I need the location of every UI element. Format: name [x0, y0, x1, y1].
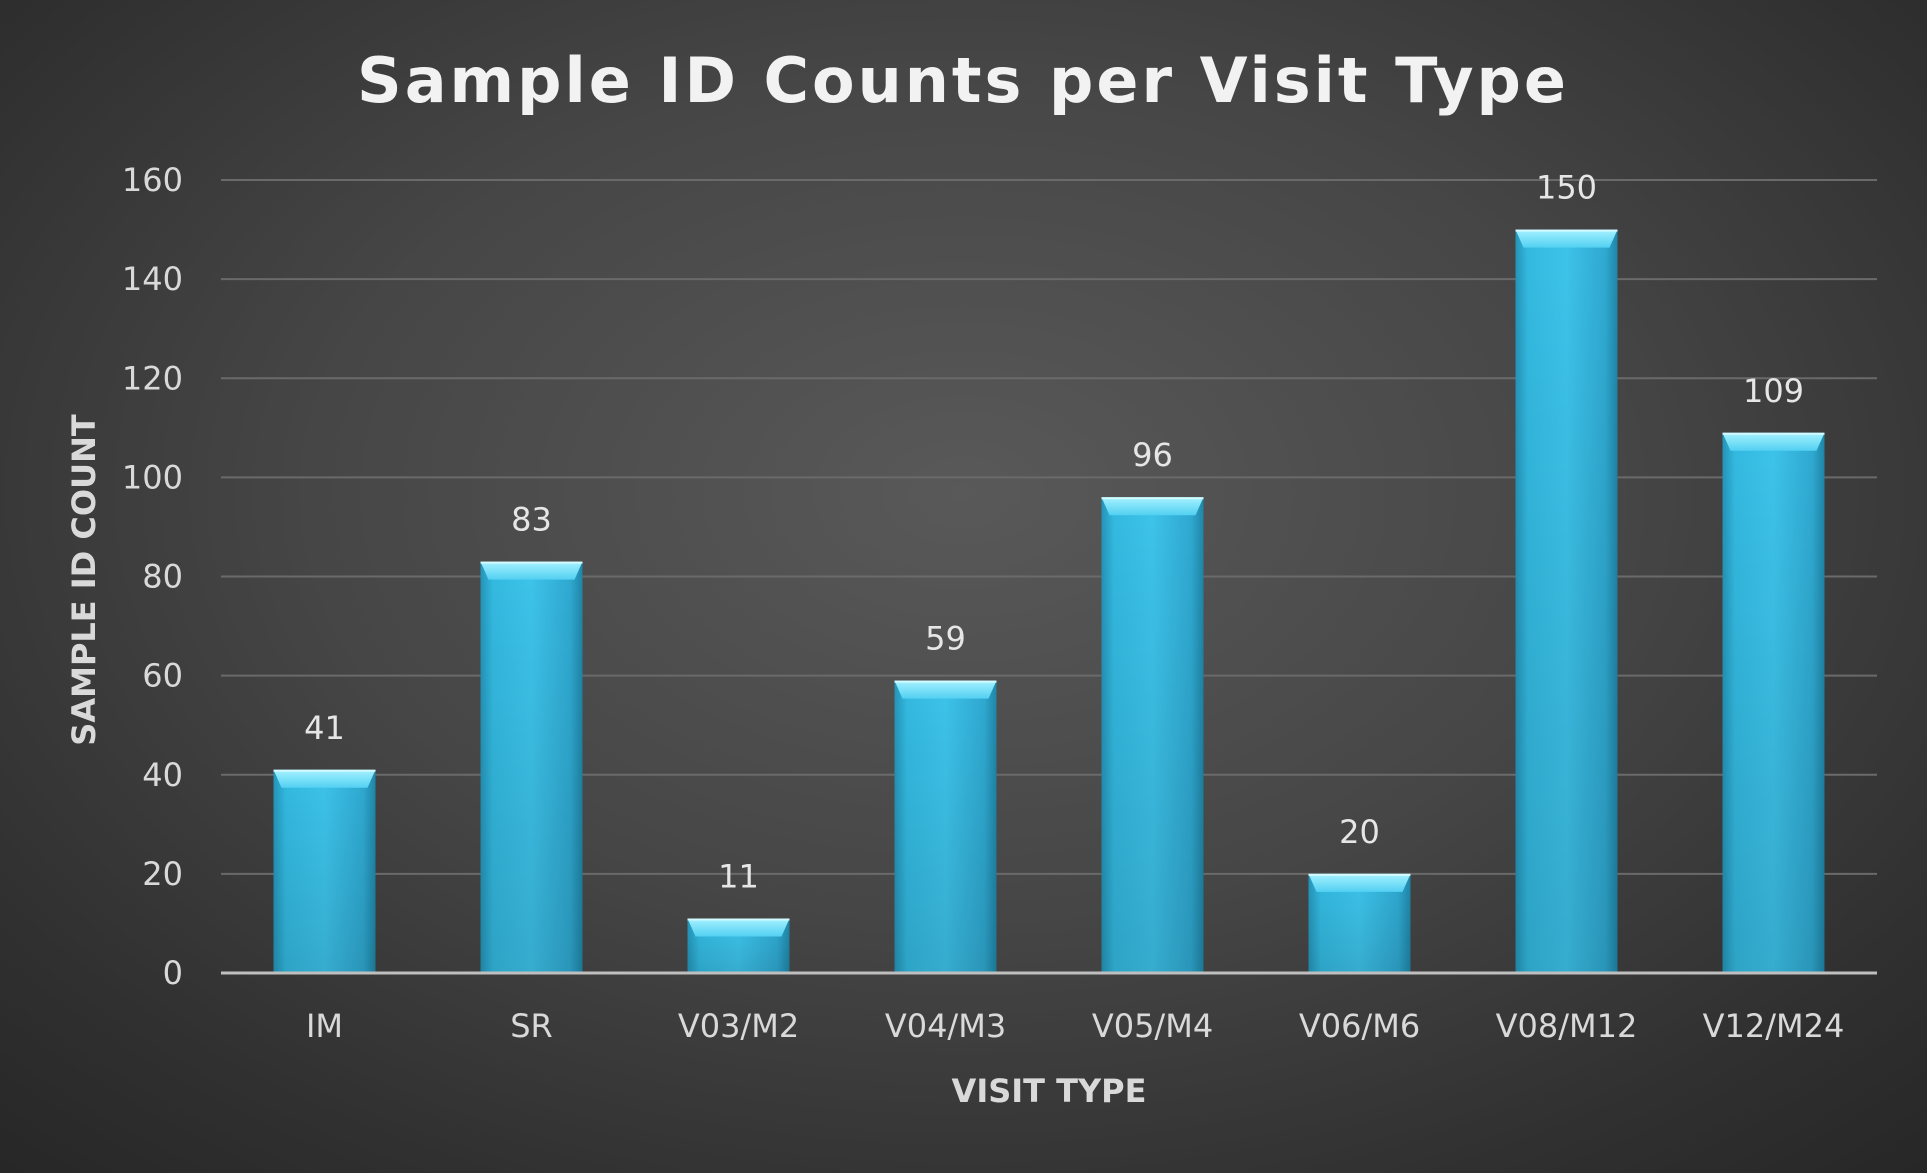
- bars: [273, 229, 1825, 973]
- y-axis-title: SAMPLE ID COUNT: [65, 414, 103, 746]
- data-label: 150: [1536, 169, 1597, 207]
- bar-top-bevel: [1722, 432, 1825, 451]
- y-tick-label: 100: [122, 458, 183, 496]
- gridlines: [221, 179, 1877, 875]
- y-tick-label: 40: [142, 756, 183, 794]
- x-axis-title: VISIT TYPE: [952, 1072, 1147, 1110]
- y-tick-label: 60: [142, 657, 183, 695]
- bar: [894, 680, 997, 973]
- bar-shade: [480, 561, 583, 973]
- x-tick-label: SR: [510, 1007, 553, 1045]
- x-tick-label: V03/M2: [678, 1007, 799, 1045]
- data-label: 11: [718, 857, 759, 895]
- bar: [1515, 229, 1618, 973]
- x-tick-label: V05/M4: [1092, 1007, 1213, 1045]
- bar-shade: [894, 680, 997, 973]
- bar-shade: [1515, 229, 1618, 973]
- x-tick-label: IM: [306, 1007, 343, 1045]
- data-label: 83: [511, 501, 552, 539]
- x-tick-label: V04/M3: [885, 1007, 1006, 1045]
- x-tick-label: V08/M12: [1496, 1007, 1638, 1045]
- data-label: 96: [1132, 436, 1173, 474]
- y-tick-label: 120: [122, 359, 183, 397]
- bar-top-bevel: [1308, 873, 1411, 892]
- bar-top-bevel: [273, 769, 376, 788]
- bar-top-bevel: [894, 680, 997, 699]
- data-labels: 41 83 11 59 96 20 150 109: [304, 169, 1804, 896]
- y-tick-label: 140: [122, 260, 183, 298]
- y-tick-label: 0: [163, 954, 183, 992]
- bar-top-bevel: [687, 918, 790, 937]
- data-label: 109: [1743, 372, 1804, 410]
- bar: [1722, 432, 1825, 973]
- x-tick-label: V06/M6: [1299, 1007, 1420, 1045]
- bar-shade: [1101, 497, 1204, 973]
- bar: [273, 769, 376, 973]
- x-axis-ticks: IM SR V03/M2 V04/M3 V05/M4 V06/M6 V08/M12 V12/M…: [306, 1007, 1844, 1045]
- bar-top-bevel: [480, 561, 583, 580]
- bar: [687, 918, 790, 973]
- y-axis-ticks: 0 20 40 60 80 100 120 140 160: [122, 161, 183, 992]
- y-tick-label: 80: [142, 558, 183, 596]
- chart-title: Sample ID Counts per Visit Type: [357, 44, 1569, 117]
- data-label: 59: [925, 620, 966, 658]
- x-tick-label: V12/M24: [1703, 1007, 1845, 1045]
- y-tick-label: 160: [122, 161, 183, 199]
- bar: [1101, 497, 1204, 973]
- bar: [1308, 873, 1411, 973]
- y-tick-label: 20: [142, 855, 183, 893]
- bar-shade: [1722, 432, 1825, 973]
- bar: [480, 561, 583, 973]
- data-label: 20: [1339, 813, 1380, 851]
- bar-shade: [273, 769, 376, 973]
- bar-top-bevel: [1101, 497, 1204, 516]
- data-label: 41: [304, 709, 345, 747]
- bar-top-bevel: [1515, 229, 1618, 248]
